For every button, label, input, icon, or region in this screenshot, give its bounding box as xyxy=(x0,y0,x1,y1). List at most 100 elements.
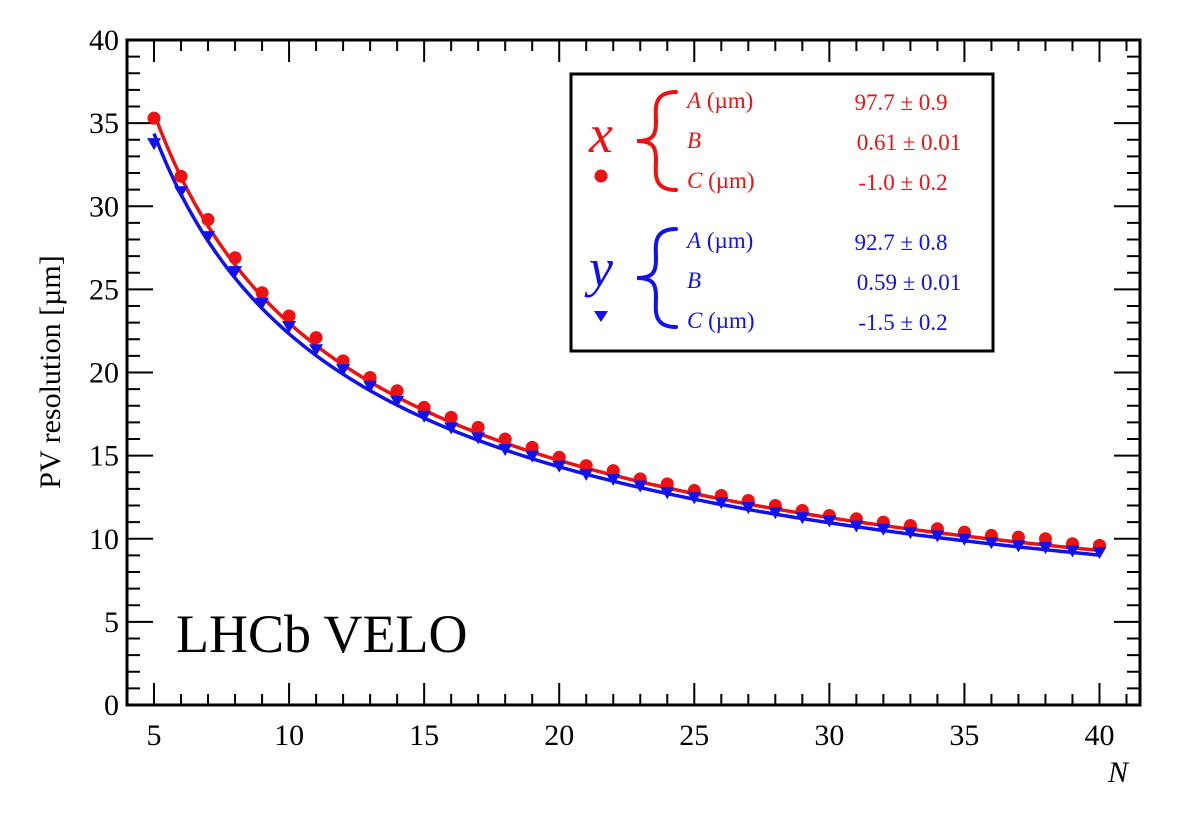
data-point-x xyxy=(309,331,323,345)
data-point-x xyxy=(201,213,215,227)
data-point-x xyxy=(579,459,593,473)
data-point-x xyxy=(390,384,404,398)
param-value-a: 92.7 ± 0.8 xyxy=(854,230,947,255)
fit-curve-y xyxy=(152,133,1100,557)
legend: x A (µm) B C (µm) 97.7 ± 0.9 0.61 ± 0.01… xyxy=(569,72,995,353)
data-point-y xyxy=(984,537,999,550)
data-point-y xyxy=(930,530,945,543)
param-name-b: B xyxy=(687,128,701,153)
data-point-x xyxy=(525,440,539,454)
y-tick-label: 30 xyxy=(89,190,119,223)
data-point-y xyxy=(633,480,648,493)
data-point-y xyxy=(498,443,513,456)
data-point-y xyxy=(525,450,540,463)
y-axis-label: PV resolution [µm] xyxy=(34,255,67,488)
plot-frame xyxy=(125,38,1142,707)
data-point-x xyxy=(255,286,269,300)
param-name-a: A xyxy=(685,88,702,113)
data-point-x xyxy=(552,450,566,464)
data-point-x xyxy=(417,400,431,414)
y-tick-label: 40 xyxy=(89,24,119,57)
param-name-c: C xyxy=(687,308,703,333)
param-value-c: -1.0 ± 0.2 xyxy=(858,170,947,195)
y-tick-label: 5 xyxy=(104,606,119,639)
data-point-y xyxy=(1065,545,1080,558)
data-point-x xyxy=(1038,532,1052,546)
param-value-a: 97.7 ± 0.9 xyxy=(854,90,947,115)
data-point-x xyxy=(147,111,161,125)
x-tick-label: 30 xyxy=(814,719,844,752)
data-point-y xyxy=(795,512,810,525)
data-point-y xyxy=(390,395,405,408)
data-point-y xyxy=(417,410,432,423)
data-point-y xyxy=(660,487,675,500)
data-point-y xyxy=(174,186,189,199)
svg-text:B: B xyxy=(687,128,701,153)
data-point-y xyxy=(876,523,891,536)
param-value-b: 0.59 ± 0.01 xyxy=(857,270,962,295)
data-point-y xyxy=(309,344,324,357)
param-unit-a: (µm) xyxy=(707,88,753,113)
data-points xyxy=(147,111,1107,560)
x-tick-label: 35 xyxy=(949,719,979,752)
x-tick-label: 15 xyxy=(409,719,439,752)
data-point-x xyxy=(444,410,458,424)
legend-box xyxy=(569,72,995,353)
data-point-x xyxy=(498,432,512,446)
legend-series-name-y: y xyxy=(584,238,613,298)
data-point-y xyxy=(903,527,918,540)
data-point-y xyxy=(822,515,837,528)
data-point-y xyxy=(768,507,783,520)
data-point-y xyxy=(552,460,567,473)
data-point-y xyxy=(444,422,459,435)
param-unit-c: (µm) xyxy=(708,168,754,193)
x-tick-label: 25 xyxy=(679,719,709,752)
param-name-a: A xyxy=(685,228,702,253)
legend-brace-x xyxy=(636,90,678,192)
y-tick-label: 15 xyxy=(89,440,119,473)
data-point-y xyxy=(1038,542,1053,555)
param-name-c: C xyxy=(687,168,703,193)
data-point-y xyxy=(606,473,621,486)
x-tick-label: 40 xyxy=(1084,719,1114,752)
data-point-y xyxy=(471,432,486,445)
data-point-x xyxy=(228,251,242,265)
x-tick-label: 5 xyxy=(147,719,162,752)
legend-params-y: A (µm) B C (µm) 92.7 ± 0.8 0.59 ± 0.01 -… xyxy=(685,228,961,335)
svg-text:A (µm): A (µm) xyxy=(685,228,753,253)
data-point-x xyxy=(363,370,377,384)
data-point-y xyxy=(714,497,729,510)
svg-text:B: B xyxy=(687,268,701,293)
legend-brace-y xyxy=(636,227,678,329)
data-point-y xyxy=(363,380,378,393)
y-tick-label: 10 xyxy=(89,523,119,556)
data-point-y xyxy=(1011,540,1026,553)
param-unit-c: (µm) xyxy=(708,308,754,333)
svg-text:C (µm): C (µm) xyxy=(687,168,755,193)
data-point-y xyxy=(849,520,864,533)
data-point-y xyxy=(228,266,243,279)
param-value-c: -1.5 ± 0.2 xyxy=(858,310,947,335)
svg-text:A (µm): A (µm) xyxy=(685,88,753,113)
data-point-y xyxy=(255,297,270,310)
y-tick-label: 35 xyxy=(89,107,119,140)
y-tick-label: 25 xyxy=(89,273,119,306)
lhcb-velo-annotation: LHCb VELO xyxy=(176,604,468,664)
svg-text:C (µm): C (µm) xyxy=(687,308,755,333)
data-point-x xyxy=(660,477,674,491)
y-tick-label: 0 xyxy=(104,689,119,722)
legend-marker-x xyxy=(594,169,608,183)
data-point-x xyxy=(336,354,350,368)
x-axis-label: N xyxy=(1107,756,1130,789)
data-point-y xyxy=(1092,547,1107,560)
legend-marker-y xyxy=(594,311,608,322)
param-unit-a: (µm) xyxy=(707,228,753,253)
y-tick-label: 20 xyxy=(89,357,119,390)
data-point-y xyxy=(201,231,216,244)
x-tick-label: 20 xyxy=(544,719,574,752)
data-point-x xyxy=(606,464,620,478)
data-point-y xyxy=(579,468,594,481)
data-point-x xyxy=(471,420,485,434)
data-point-x xyxy=(282,309,296,323)
